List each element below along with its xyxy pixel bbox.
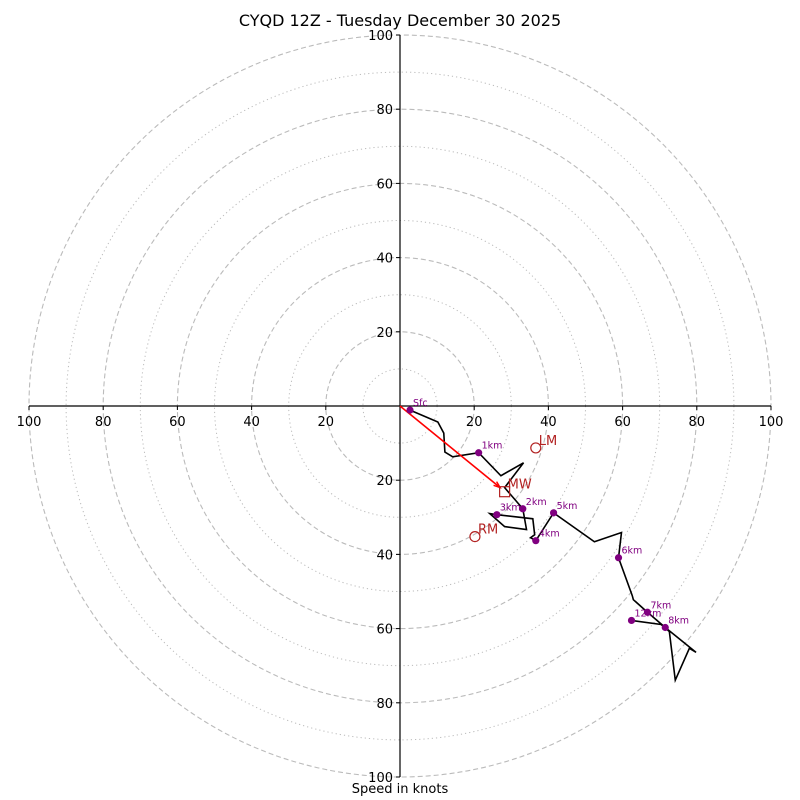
x-tick-label: 20 (466, 415, 483, 430)
y-tick-label: 80 (376, 697, 393, 712)
storm-motion-circle-LM (530, 442, 542, 454)
x-axis-label: Speed in knots (351, 782, 449, 797)
height-markers: Sfc 1km 2km 3km 4km 5km 6km 7km 8km 12km (406, 398, 689, 632)
storm-motion-square-MW (499, 486, 511, 498)
hodograph-trace (409, 409, 697, 684)
x-tick-label: 40 (540, 415, 557, 430)
y-tick-label: 20 (376, 326, 393, 341)
height-label-5km: 5km (557, 501, 578, 512)
height-label-3km: 3km (500, 503, 521, 514)
height-dot-6km (614, 554, 623, 562)
storm-motion-markers: LM MW RM (469, 434, 557, 543)
storm-motion-label-MW: MW (508, 478, 532, 493)
height-label-8km: 8km (668, 615, 689, 626)
x-tick-label: 40 (243, 415, 260, 430)
x-tick-label: 100 (759, 415, 784, 430)
x-tick-label: 80 (689, 415, 706, 430)
y-tick-label: 40 (376, 252, 393, 267)
x-tick-label: 60 (169, 415, 186, 430)
height-dot-3km (493, 511, 501, 519)
height-dot-12km (627, 616, 636, 625)
height-label-4km: 4km (539, 529, 560, 540)
y-tick-label: 40 (376, 548, 393, 563)
tick-labels: 100 80 60 40 20 20 40 60 80 100 100 80 60 40 20 20 40 60 8… (17, 29, 784, 786)
height-dot-7km (643, 608, 652, 616)
y-tick-label: 60 (376, 177, 393, 192)
height-dot-Sfc (406, 406, 414, 414)
height-dot-4km (532, 537, 540, 545)
y-tick-label: 20 (376, 474, 393, 489)
hodograph-line (409, 409, 697, 684)
y-tick-label: 100 (368, 29, 393, 44)
x-tick-label: 20 (318, 415, 335, 430)
y-tick-label: 80 (376, 103, 393, 118)
height-dot-2km (519, 505, 527, 513)
storm-motion-circle-RM (469, 530, 481, 543)
height-label-Sfc: Sfc (413, 398, 428, 409)
storm-motion-label-RM: RM (478, 523, 498, 538)
y-tick-label: 100 (368, 771, 393, 786)
chart-title: CYQD 12Z - Tuesday December 30 2025 (238, 11, 562, 30)
height-dot-8km (661, 623, 669, 632)
height-label-2km: 2km (526, 497, 547, 508)
y-tick-label: 60 (376, 623, 393, 638)
height-dot-1km (475, 449, 483, 457)
x-tick-label: 60 (614, 415, 631, 430)
x-tick-label: 100 (17, 415, 42, 430)
height-label-6km: 6km (622, 546, 643, 557)
height-label-12km: 12km (635, 608, 662, 619)
height-dot-5km (549, 509, 558, 517)
height-label-1km: 1km (482, 441, 503, 452)
height-label-7km: 7km (650, 600, 671, 611)
mean-wind-arrow (399, 405, 501, 489)
x-tick-label: 80 (95, 415, 112, 430)
storm-motion-label-LM: LM (539, 434, 557, 449)
